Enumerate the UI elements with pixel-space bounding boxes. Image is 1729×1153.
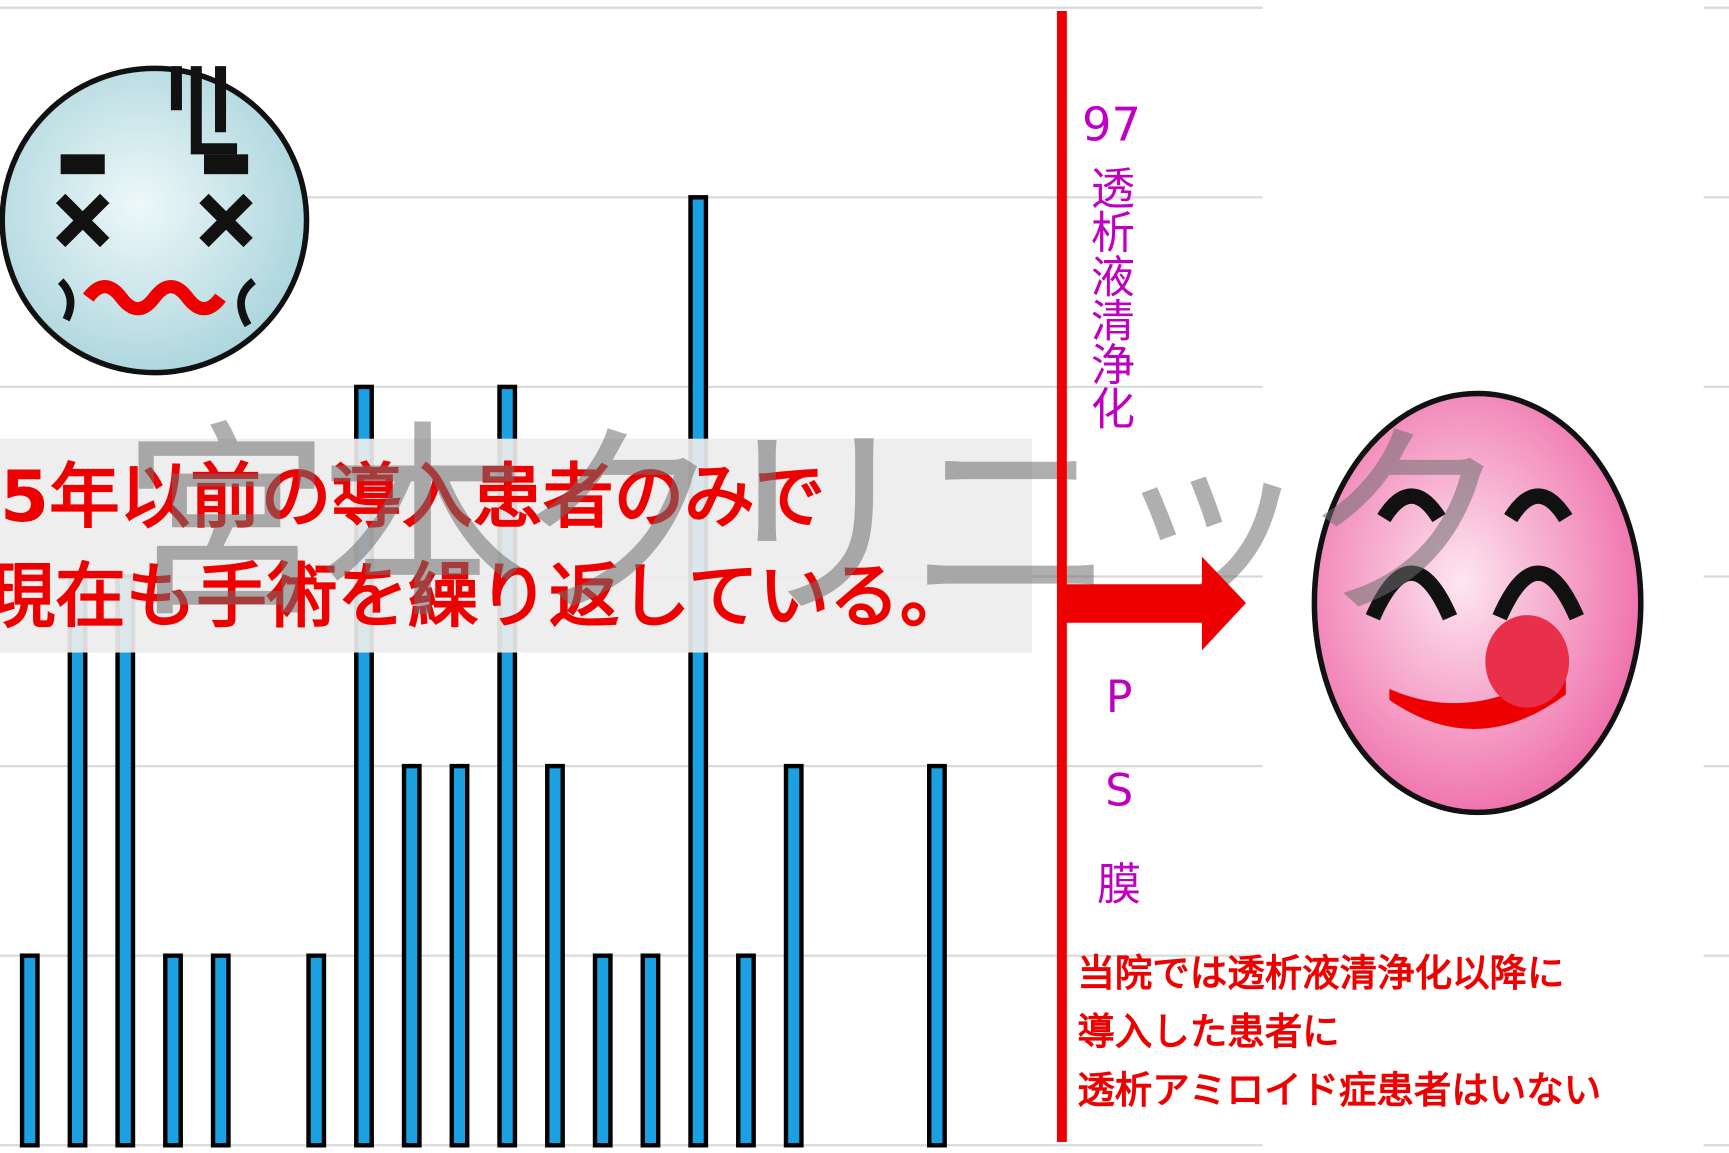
membrane-char: S [1105,766,1133,817]
bar [640,953,661,1148]
happy-face [1311,390,1644,816]
bar [927,763,947,1148]
note-line: 透析アミロイド症患者はいない [1077,1068,1601,1112]
note-line: 導入した患者に [1077,1009,1339,1053]
note-line: 当院では透析液清浄化以降に [1077,951,1564,995]
bar [306,953,327,1148]
bar [19,953,40,1148]
annotations: 5年以前の導入患者のみで 現在も手術を繰り返している。 宮本クリニック 97 透… [0,11,1601,1142]
bar [401,763,422,1148]
bar [115,574,136,1148]
banner-bg [0,438,1033,653]
bar [592,953,613,1148]
bar [688,195,709,1148]
bar [545,763,565,1148]
membrane-char: 膜 [1097,859,1141,910]
bar [67,574,88,1148]
bar [449,763,470,1148]
bar [210,953,231,1148]
bars [19,195,947,1148]
sick-face [0,65,310,376]
bar [163,953,183,1148]
bar [783,763,804,1148]
marker-year: 97 [1082,97,1141,151]
arrow [1061,556,1247,651]
membrane-char: P [1106,672,1133,723]
banner-line: 現在も手術を繰り返している。 [0,555,970,637]
watermark: 宮本クリニック [121,404,1510,647]
marker-label: 透析液清浄化 [1083,165,1134,430]
bar [736,953,756,1148]
banner-line: 5年以前の導入患者のみで [0,456,825,538]
